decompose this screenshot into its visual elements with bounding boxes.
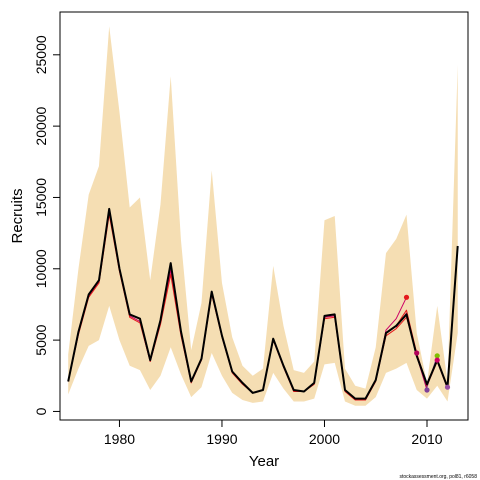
confidence-band xyxy=(68,26,458,406)
x-axis-title: Year xyxy=(249,453,279,470)
endpoint-marker xyxy=(434,353,440,359)
credit-text: stockassessment.org, pol81, r6058 xyxy=(399,474,477,480)
y-tick-label: 25000 xyxy=(33,35,49,74)
x-tick-label: 1980 xyxy=(104,431,135,447)
endpoint-markers-layer xyxy=(403,294,451,393)
y-axis-title: Recruits xyxy=(9,188,26,243)
y-tick-label: 15000 xyxy=(33,178,49,217)
x-tick-label: 2000 xyxy=(309,431,340,447)
y-tick-label: 10000 xyxy=(33,249,49,288)
y-axis: 0 5000 10000 15000 20000 25000 xyxy=(33,35,61,415)
endpoint-marker xyxy=(403,294,410,300)
x-tick-label: 1990 xyxy=(206,431,237,447)
endpoint-marker xyxy=(434,357,440,363)
endpoint-marker xyxy=(444,384,451,390)
y-tick-label: 20000 xyxy=(33,106,49,145)
endpoint-marker xyxy=(424,387,430,393)
y-tick-label: 0 xyxy=(33,407,49,415)
series-main-line xyxy=(67,207,459,400)
endpoint-marker xyxy=(414,350,420,356)
series-lines-layer xyxy=(67,207,459,401)
x-axis: 1980 1990 2000 2010 xyxy=(104,419,443,447)
y-tick-label: 5000 xyxy=(33,324,49,355)
confidence-band-layer xyxy=(68,26,458,406)
x-tick-label: 2010 xyxy=(411,431,442,447)
